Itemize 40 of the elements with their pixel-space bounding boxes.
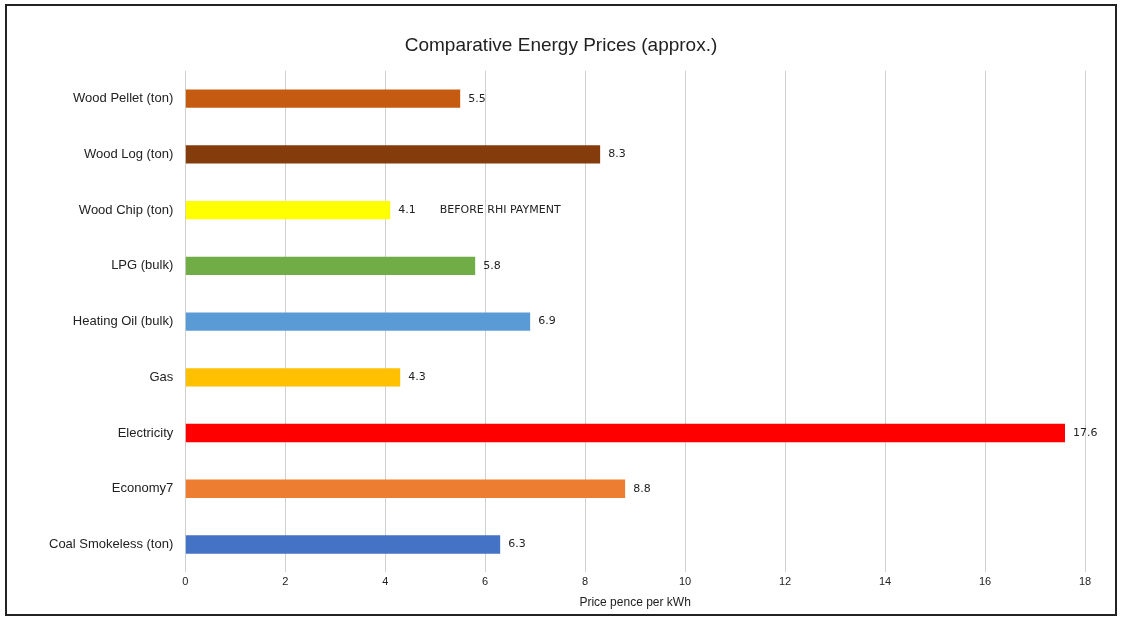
data-label: 6.3 bbox=[508, 537, 526, 551]
bar bbox=[185, 535, 501, 554]
bar bbox=[185, 479, 626, 498]
y-tick-label: Wood Pellet (ton) bbox=[73, 90, 174, 106]
x-tick-label: 6 bbox=[482, 575, 489, 588]
data-label: 6.9 bbox=[538, 314, 556, 328]
data-label: 8.3 bbox=[608, 147, 626, 161]
x-tick-label: 18 bbox=[1078, 575, 1092, 588]
x-tick-label: 2 bbox=[282, 575, 289, 588]
y-tick-label: LPG (bulk) bbox=[111, 257, 174, 273]
bar bbox=[185, 368, 401, 387]
y-tick-label: Gas bbox=[149, 368, 174, 384]
x-tick-label: 12 bbox=[778, 575, 792, 588]
annotation: BEFORE RHI PAYMENT bbox=[439, 203, 561, 217]
x-axis-title: Price pence per kWh bbox=[579, 595, 691, 610]
x-tick-label: 10 bbox=[678, 575, 692, 588]
bar bbox=[185, 423, 1066, 443]
bar bbox=[185, 312, 531, 331]
y-tick-label: Economy7 bbox=[111, 480, 174, 496]
y-tick-label: Coal Smokeless (ton) bbox=[48, 536, 174, 552]
bar bbox=[185, 200, 391, 220]
x-tick-label: 8 bbox=[582, 575, 589, 588]
bar bbox=[185, 89, 461, 108]
data-label: 4.3 bbox=[408, 370, 426, 384]
chart-title: Comparative Energy Prices (approx.) bbox=[404, 33, 718, 55]
data-label: 4.1 bbox=[398, 202, 416, 216]
x-tick-label: 0 bbox=[182, 575, 189, 588]
x-tick-label: 14 bbox=[878, 575, 892, 588]
data-label: 17.6 bbox=[1073, 425, 1098, 439]
bar bbox=[185, 145, 601, 164]
data-label: 5.8 bbox=[483, 258, 501, 272]
y-tick-label: Wood Chip (ton) bbox=[78, 201, 174, 217]
y-tick-label: Electricity bbox=[117, 424, 174, 440]
y-tick-label: Heating Oil (bulk) bbox=[72, 313, 174, 329]
x-tick-label: 16 bbox=[978, 575, 992, 588]
data-label: 8.8 bbox=[633, 481, 651, 495]
data-label: 5.5 bbox=[468, 91, 486, 105]
bar bbox=[185, 256, 476, 276]
y-tick-label: Wood Log (ton) bbox=[83, 145, 174, 161]
x-tick-label: 4 bbox=[382, 575, 389, 588]
